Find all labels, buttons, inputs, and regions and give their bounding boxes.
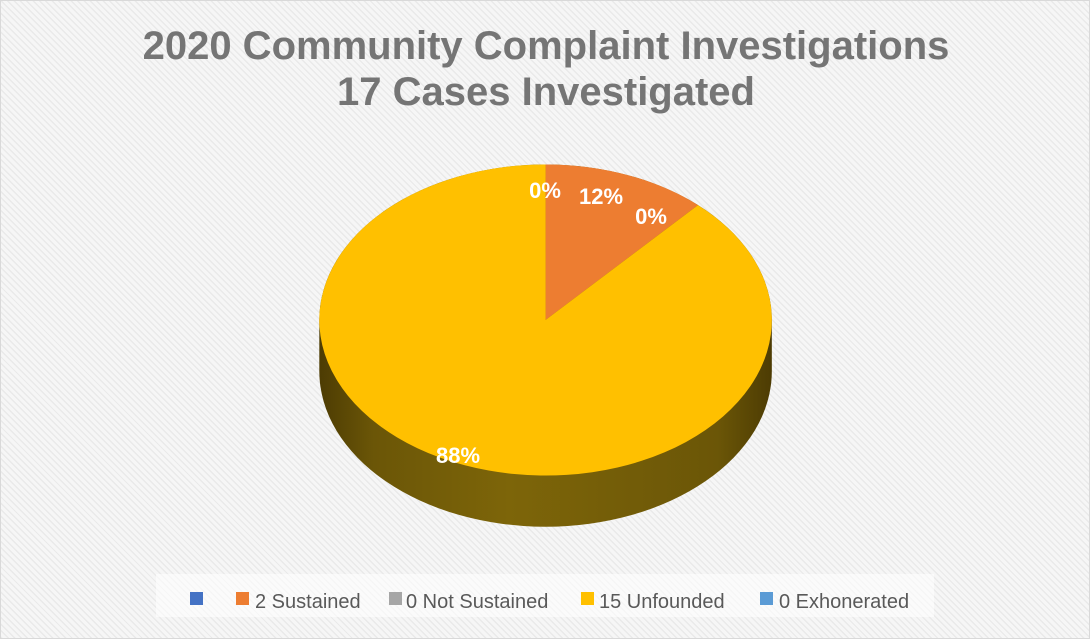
svg-text:0%: 0% [529, 178, 561, 203]
svg-text:88%: 88% [436, 443, 480, 468]
svg-text:0%: 0% [635, 204, 667, 229]
svg-text:12%: 12% [579, 184, 623, 209]
